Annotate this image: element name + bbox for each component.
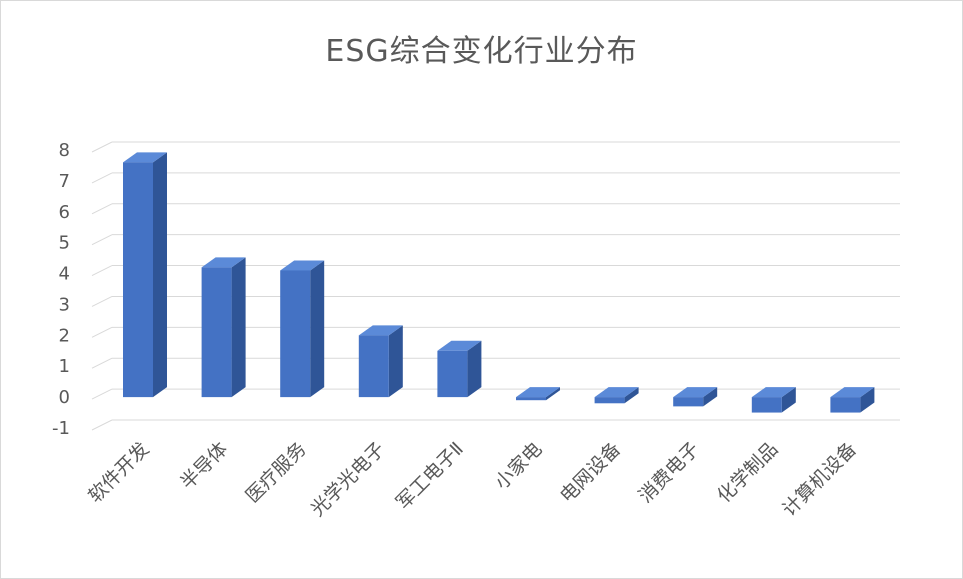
y-tick-label: 0 — [59, 387, 70, 408]
bar — [437, 340, 482, 398]
y-tick-label: 8 — [59, 140, 70, 161]
gridline-depth — [91, 326, 113, 338]
y-tick-label: 1 — [59, 356, 70, 377]
bar-top — [673, 387, 718, 398]
bar-top — [123, 152, 167, 163]
y-tick-label: 5 — [59, 233, 70, 254]
x-tick-label: 计算机设备 — [778, 438, 861, 521]
chart-title: ESG综合变化行业分布 — [325, 34, 638, 69]
gridline-depth — [91, 265, 113, 277]
x-tick-label: 光学光电子 — [307, 438, 390, 521]
bar — [594, 387, 639, 404]
bar-top — [437, 340, 482, 351]
bar-side — [703, 387, 718, 407]
gridline-depth — [91, 172, 113, 184]
bar-front — [830, 397, 861, 413]
bar-side — [546, 387, 560, 401]
bar — [358, 325, 403, 398]
gridline-depth — [91, 357, 113, 369]
bar-top — [830, 387, 875, 398]
x-tick-label: 半导体 — [176, 438, 232, 494]
bar-front — [358, 335, 389, 398]
bar — [201, 257, 246, 398]
y-tick-label: 7 — [59, 171, 70, 192]
bar-side — [310, 260, 325, 398]
x-tick-label: 化学制品 — [713, 438, 782, 507]
bar-top — [280, 260, 325, 271]
bar-side — [153, 152, 167, 398]
bar-front — [280, 270, 311, 398]
bar-top — [201, 257, 246, 268]
x-tick-label: 医疗服务 — [241, 438, 310, 507]
bar — [830, 387, 875, 413]
gridline-depth — [91, 419, 113, 431]
bar-front — [516, 397, 546, 401]
bar-front — [123, 162, 153, 398]
bar-top — [516, 387, 560, 398]
bar-top — [751, 387, 796, 398]
bar-side — [388, 325, 403, 398]
x-tick-label: 电网设备 — [556, 438, 625, 507]
y-tick-label: 4 — [59, 264, 70, 285]
bar-side — [231, 257, 246, 398]
gridline-depth — [91, 141, 113, 153]
y-tick-label: 3 — [59, 294, 70, 315]
bar — [673, 387, 718, 407]
bar-front — [201, 267, 232, 398]
gridline-depth — [91, 203, 113, 215]
bar-front — [751, 397, 782, 413]
gridline-depth — [91, 234, 113, 246]
y-tick-label: 2 — [59, 325, 70, 346]
bar-front — [594, 397, 625, 404]
y-tick-label: -1 — [52, 418, 70, 439]
bar-side — [467, 340, 482, 398]
bar — [280, 260, 325, 398]
bar-side — [781, 387, 796, 413]
bar — [516, 387, 560, 401]
x-tick-label: 消费电子 — [634, 438, 703, 507]
bar-side — [624, 387, 639, 404]
bar-front — [437, 350, 468, 398]
bar — [123, 152, 167, 398]
y-tick-label: 6 — [59, 202, 70, 223]
x-tick-label: 软件开发 — [84, 438, 153, 507]
x-tick-label: 军工电子Ⅱ — [392, 438, 468, 514]
gridline-depth — [91, 388, 113, 400]
bar-top — [358, 325, 403, 336]
x-tick-label: 小家电 — [491, 438, 547, 494]
bar — [751, 387, 796, 413]
gridline-depth — [91, 295, 113, 307]
bar-top — [594, 387, 639, 398]
bar-side — [860, 387, 875, 413]
bar-front — [673, 397, 704, 407]
